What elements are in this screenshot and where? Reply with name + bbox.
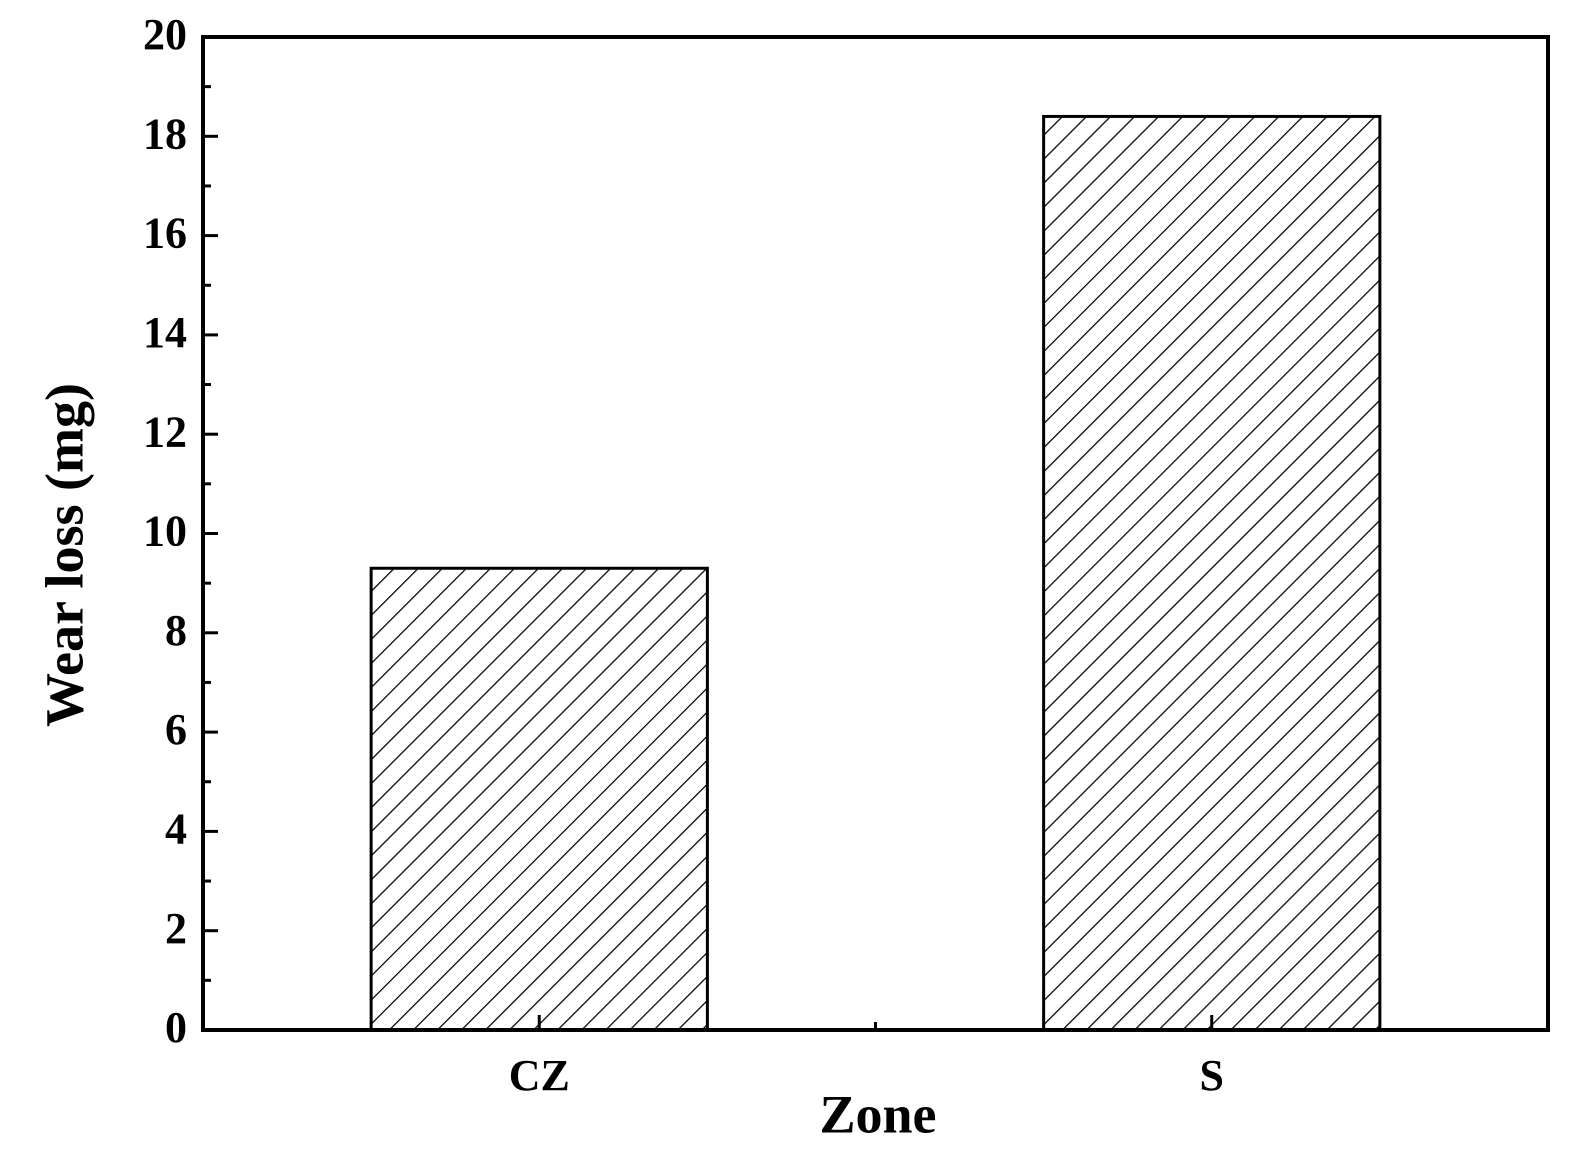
y-tick-label: 20: [143, 10, 187, 59]
y-tick-label: 10: [143, 507, 187, 556]
y-tick-label: 0: [165, 1003, 187, 1052]
bar: [369, 566, 709, 1032]
x-tick-label: CZ: [509, 1051, 570, 1100]
plot-frame: [201, 35, 1550, 1032]
x-tick-label: S: [1200, 1051, 1224, 1100]
y-tick-label: 2: [165, 904, 187, 953]
x-axis-label: Zone: [819, 1084, 936, 1144]
y-tick-label: 18: [143, 109, 187, 158]
y-tick-label: 14: [143, 308, 187, 357]
y-tick-label: 12: [143, 407, 187, 456]
y-tick-label: 6: [165, 705, 187, 754]
bar: [1042, 114, 1382, 1032]
y-tick-label: 8: [165, 606, 187, 655]
y-tick-label: 16: [143, 209, 187, 258]
y-tick-label: 4: [165, 804, 187, 853]
y-axis-label: Wear loss (mg): [34, 383, 94, 727]
